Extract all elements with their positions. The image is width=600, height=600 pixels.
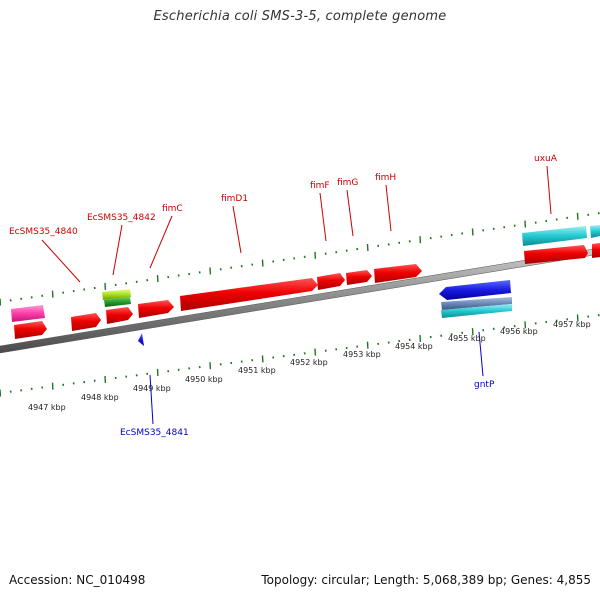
central-track-features (11, 264, 422, 346)
reverse-strand-features (439, 280, 512, 318)
cds-feature-gntP-cyan (441, 304, 512, 318)
map-title: Escherichia coli SMS-3-5, complete genom… (153, 9, 447, 24)
kbp-label: 4953 kbp (343, 350, 381, 359)
gene-feature-lime (102, 289, 131, 300)
gene-feature-fimC (138, 300, 174, 318)
gene-feature-fimD1 (180, 278, 318, 311)
kbp-label: 4954 kbp (395, 342, 433, 351)
genome-backbone (0, 247, 600, 354)
kbp-label: 4949 kbp (133, 384, 171, 393)
label-leaders (41, 165, 552, 425)
kbp-label: 4957 kbp (553, 320, 591, 329)
kbp-label: 4952 kbp (290, 358, 328, 367)
gene-feature-red-a (71, 313, 101, 331)
gene-feature-fimH (374, 264, 422, 283)
kbp-label: 4948 kbp (81, 393, 119, 402)
gene-feature-fimG (346, 270, 372, 285)
gene-label-gntP: gntP (474, 380, 495, 390)
gene-feature-uxuA-partner (592, 243, 600, 258)
gene-label-fimC: fimC (162, 204, 183, 214)
gene-feature-pink (11, 305, 45, 322)
kbp-label: 4950 kbp (185, 375, 223, 384)
gene-label-EcSMS35_4840: EcSMS35_4840 (9, 227, 78, 237)
kbp-label: 4956 kbp (500, 327, 538, 336)
genome-summary-text: Topology: circular; Length: 5,068,389 bp… (261, 573, 591, 587)
kbp-label: 4947 kbp (28, 403, 66, 412)
accession-text: Accession: NC_010498 (9, 573, 146, 587)
gene-feature-EcSMS35_4841 (138, 333, 144, 346)
cds-feature-gntP-steel (441, 297, 512, 310)
gene-label-fimD1: fimD1 (221, 194, 248, 204)
gene-label-layer: EcSMS35_4840 EcSMS35_4842 fimC fimD1 fim… (9, 154, 558, 438)
kbp-label: 4951 kbp (238, 366, 276, 375)
gene-label-uxuA: uxuA (534, 154, 558, 164)
cds-feature-uxuA (522, 226, 587, 246)
gene-label-fimF: fimF (310, 181, 330, 191)
kbp-label: 4955 kbp (448, 334, 486, 343)
gene-label-fimH: fimH (375, 173, 396, 183)
forward-strand-features (522, 225, 600, 264)
gene-label-EcSMS35_4841: EcSMS35_4841 (120, 428, 189, 438)
gene-feature-green (104, 297, 131, 307)
kbp-label-layer: 4947 kbp 4948 kbp 4949 kbp 4950 kbp 4951… (28, 320, 591, 412)
cds-feature-next (590, 225, 600, 238)
gene-feature-gntP (439, 280, 511, 300)
gene-feature-EcSMS35_4840 (14, 321, 47, 339)
gene-feature-fimF (317, 273, 345, 290)
gene-feature-EcSMS35_4842 (106, 307, 133, 324)
gene-label-fimG: fimG (337, 178, 358, 188)
gene-label-EcSMS35_4842: EcSMS35_4842 (87, 213, 156, 223)
gene-feature-uxuA (524, 245, 588, 264)
